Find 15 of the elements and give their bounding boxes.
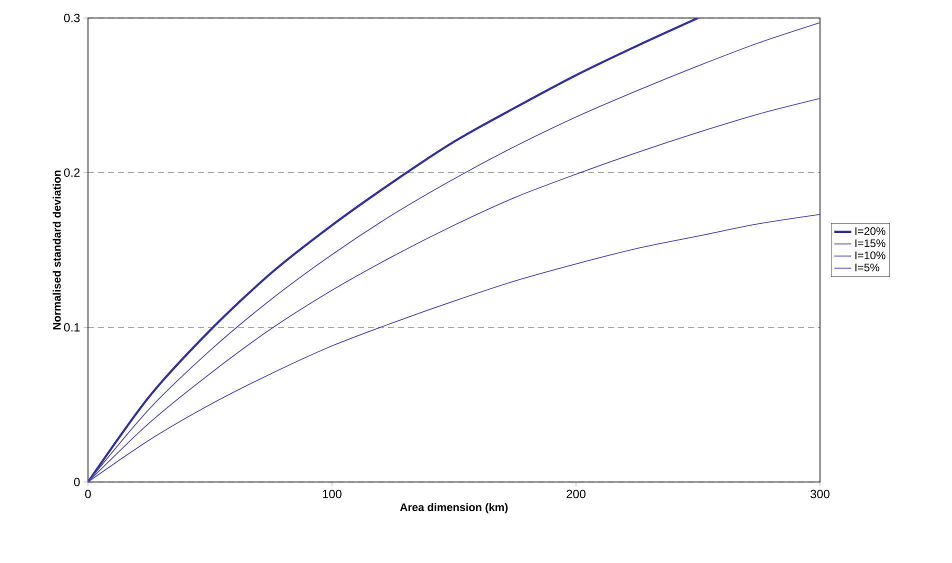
y-tick-label: 0.2 <box>64 168 80 177</box>
y-tick-label: 0.1 <box>64 323 80 332</box>
legend-label: I=15% <box>855 239 886 248</box>
y-axis-title: Normalised standard deviation <box>52 170 61 330</box>
x-tick-label: 0 <box>85 490 91 498</box>
legend-label: I=10% <box>855 252 886 260</box>
x-axis-title: Area dimension (km) <box>400 503 508 514</box>
y-tick-label: 0.3 <box>64 14 80 22</box>
line-series <box>88 18 700 482</box>
x-tick-label: 300 <box>810 490 830 498</box>
legend-label: I=5% <box>855 264 880 272</box>
legend-label: I=20% <box>855 227 886 236</box>
x-tick-label: 200 <box>566 490 586 498</box>
y-tick-label: 0 <box>74 478 80 486</box>
x-tick-label: 100 <box>322 490 342 498</box>
